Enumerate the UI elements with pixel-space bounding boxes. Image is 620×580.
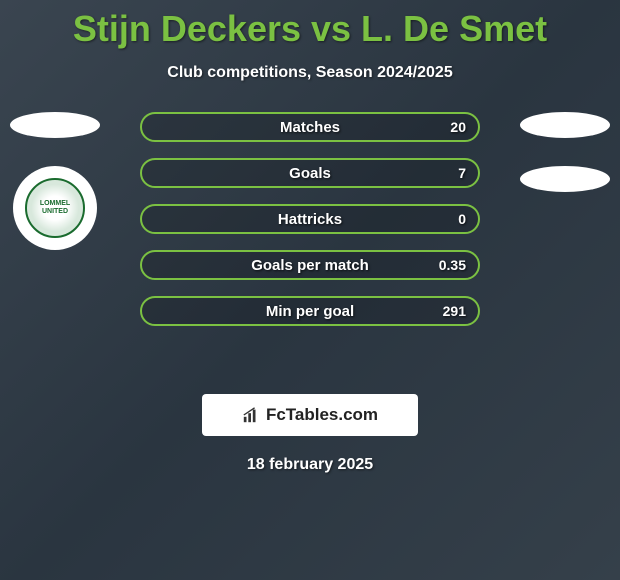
stat-row-hattricks: Hattricks 0 bbox=[140, 204, 480, 234]
stat-label: Goals bbox=[289, 165, 331, 182]
stat-row-min-per-goal: Min per goal 291 bbox=[140, 296, 480, 326]
chart-icon bbox=[242, 406, 260, 424]
player-right-column bbox=[520, 112, 610, 192]
stat-value-right: 0.35 bbox=[439, 257, 466, 273]
stat-value-right: 7 bbox=[458, 165, 466, 181]
stat-row-goals: Goals 7 bbox=[140, 158, 480, 188]
comparison-area: LOMMEL UNITED Matches 20 Goals 7 Hattric… bbox=[0, 112, 620, 372]
player-left-club-badge: LOMMEL UNITED bbox=[13, 166, 97, 250]
subtitle: Club competitions, Season 2024/2025 bbox=[0, 64, 620, 82]
brand-badge[interactable]: FcTables.com bbox=[202, 394, 418, 436]
player-right-avatar bbox=[520, 112, 610, 138]
stat-row-goals-per-match: Goals per match 0.35 bbox=[140, 250, 480, 280]
player-left-column: LOMMEL UNITED bbox=[10, 112, 100, 250]
stat-label: Hattricks bbox=[278, 211, 342, 228]
player-right-club-badge bbox=[520, 166, 610, 192]
club-badge-inner: LOMMEL UNITED bbox=[25, 178, 85, 238]
stat-row-matches: Matches 20 bbox=[140, 112, 480, 142]
stat-label: Matches bbox=[280, 119, 340, 136]
footer-date: 18 february 2025 bbox=[0, 456, 620, 474]
stats-column: Matches 20 Goals 7 Hattricks 0 Goals per… bbox=[140, 112, 480, 326]
stat-label: Goals per match bbox=[251, 257, 369, 274]
player-left-avatar bbox=[10, 112, 100, 138]
stat-value-right: 291 bbox=[443, 303, 466, 319]
page-title: Stijn Deckers vs L. De Smet bbox=[0, 0, 620, 50]
stat-value-right: 20 bbox=[450, 119, 466, 135]
brand-text: FcTables.com bbox=[266, 405, 378, 425]
stat-label: Min per goal bbox=[266, 303, 354, 320]
stat-value-right: 0 bbox=[458, 211, 466, 227]
